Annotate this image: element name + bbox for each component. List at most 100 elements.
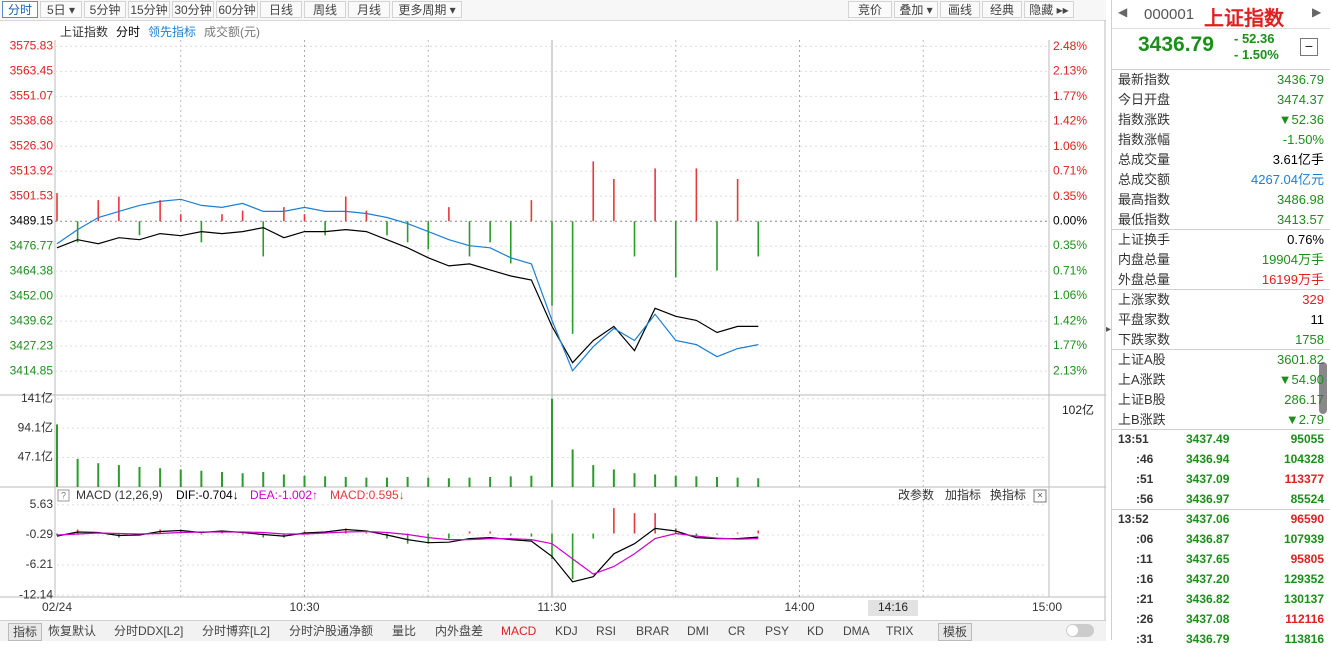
trade-price: 3437.20: [1186, 572, 1230, 586]
period-tab[interactable]: 30分钟: [172, 1, 214, 18]
indicator-tab[interactable]: MACD: [501, 624, 537, 638]
indicator-tab[interactable]: 模板: [938, 623, 973, 641]
x-tick-label: 10:30: [289, 600, 319, 614]
trade-time: :11: [1136, 552, 1153, 566]
trade-volume: 104328: [1283, 452, 1324, 466]
tool-button[interactable]: 叠加 ▾: [894, 1, 938, 18]
bar: [468, 477, 471, 487]
y-tick-label: 141亿: [21, 390, 53, 405]
tool-button[interactable]: 竞价: [848, 1, 892, 18]
stat-label: 总成交量: [1118, 152, 1171, 167]
bar: [695, 476, 698, 487]
bar: [448, 207, 450, 222]
indicator-tool[interactable]: 换指标: [990, 487, 1026, 502]
indicator-tab[interactable]: RSI: [596, 624, 617, 638]
indicator-tab[interactable]: 量比: [392, 624, 417, 638]
indicator-readout: DEA:-1.002↑: [250, 488, 318, 502]
tool-button[interactable]: 经典: [982, 1, 1022, 18]
indicator-tab[interactable]: TRIX: [886, 624, 914, 638]
trade-row: :16 3437.20 129352: [1118, 569, 1324, 589]
bar: [551, 221, 553, 306]
bar: [159, 200, 161, 222]
bar: [427, 533, 430, 544]
trade-row: :31 3436.79 113816: [1118, 629, 1324, 649]
indicator-title: MACD (12,26,9): [76, 488, 163, 502]
bar: [613, 508, 615, 534]
y-tick-label: 3439.62: [10, 313, 54, 327]
period-tab[interactable]: 15分钟: [128, 1, 170, 18]
indicator-tool[interactable]: 加指标: [945, 487, 981, 502]
bar: [736, 179, 739, 222]
bar: [324, 221, 326, 236]
quote-panel: ◀ 000001 上证指数 ▶ 3436.79 - 52.36 - 1.50% …: [1111, 0, 1330, 646]
separator: [1112, 69, 1330, 70]
bar: [365, 532, 368, 534]
indicator-tab[interactable]: PSY: [765, 624, 790, 638]
indicator-tab[interactable]: DMA: [843, 624, 870, 638]
period-tab[interactable]: 周线: [304, 1, 346, 18]
bar: [736, 477, 739, 487]
indicator-tool[interactable]: 改参数: [898, 487, 934, 502]
next-arrow[interactable]: ▶: [1312, 5, 1322, 19]
stat-label: 内盘总量: [1118, 252, 1171, 267]
indicator-tab[interactable]: 内外盘差: [435, 624, 484, 638]
bar: [241, 473, 244, 487]
indicator-tab[interactable]: 分时博弈[L2]: [202, 624, 271, 638]
indicator-tab[interactable]: BRAR: [636, 624, 670, 638]
indicator-tab[interactable]: CR: [728, 624, 746, 638]
quote-price: 3436.79: [1138, 33, 1214, 56]
indicator-tab[interactable]: 指标: [8, 623, 43, 641]
close-indicator[interactable]: [1033, 489, 1047, 503]
bar: [386, 477, 388, 487]
bar: [489, 221, 491, 243]
stat-row: 上涨家数 329: [1118, 290, 1324, 310]
bar: [138, 466, 141, 487]
collapse-handle[interactable]: ▸: [1106, 324, 1112, 335]
series-line: [56, 527, 759, 583]
toggle[interactable]: [1066, 624, 1094, 637]
trade-price: 3436.82: [1186, 592, 1230, 606]
x-tick-label: 15:00: [1032, 600, 1062, 614]
indicator-tab[interactable]: 恢复默认: [48, 624, 97, 638]
y2-tick-label: 2.48%: [1053, 39, 1087, 53]
period-tab[interactable]: 更多周期 ▾: [392, 1, 462, 18]
trade-volume: 130137: [1283, 592, 1324, 606]
chart-area: 02/24 10:30 11:30 14:00 15:00 14:16 上证指数 分时 领先指标…: [0, 20, 1106, 620]
indicator-tab[interactable]: DMI: [687, 624, 709, 638]
bar: [221, 214, 223, 222]
period-tab[interactable]: 5分钟: [84, 1, 126, 18]
stat-row: 今日开盘 3474.37: [1118, 90, 1324, 110]
indicator-tab[interactable]: KDJ: [555, 624, 578, 638]
trade-row: 13:52 3437.06 96590: [1118, 509, 1324, 529]
period-tab[interactable]: 月线: [348, 1, 390, 18]
toolbar: 分时 5日 ▾ 5分钟 15分钟 30分钟 60分钟 日线 周线 月线 更多周期 ▾ 竞价 叠加 ▾ 画…: [0, 0, 1106, 21]
bar: [138, 221, 141, 236]
period-tab[interactable]: 60分钟: [216, 1, 258, 18]
separator: [1112, 349, 1330, 350]
indicator-tab[interactable]: 分时DDX[L2]: [114, 624, 184, 638]
y2-tick-label: 0.71%: [1053, 163, 1087, 177]
stat-value: 3.61亿手: [1272, 152, 1324, 167]
period-tab[interactable]: 分时: [2, 1, 38, 18]
y-tick-label: 3575.83: [10, 39, 54, 53]
y-tick-label: 3452.00: [10, 288, 54, 302]
y-tick-label: 3563.45: [10, 64, 54, 78]
series-line: [56, 530, 759, 575]
tool-button[interactable]: 画线: [940, 1, 980, 18]
period-tab[interactable]: 日线: [260, 1, 302, 18]
y2-tick-label: 1.77%: [1053, 89, 1087, 103]
bar: [571, 221, 574, 334]
prev-arrow[interactable]: ◀: [1118, 5, 1128, 19]
period-tab[interactable]: 5日 ▾: [40, 1, 82, 18]
stat-value: 16199万手: [1261, 272, 1324, 287]
quote-code: 000001: [1144, 6, 1195, 23]
indicator-tab[interactable]: KD: [807, 624, 824, 638]
indicator-tab[interactable]: 分时沪股通净额: [289, 624, 374, 638]
series-line: [56, 198, 759, 372]
bar: [654, 168, 656, 222]
tool-button[interactable]: 隐藏 ▸▸: [1024, 1, 1074, 18]
bar: [592, 465, 595, 487]
bar: [97, 200, 100, 222]
bar: [530, 533, 533, 537]
collapse-button[interactable]: −: [1300, 38, 1318, 56]
